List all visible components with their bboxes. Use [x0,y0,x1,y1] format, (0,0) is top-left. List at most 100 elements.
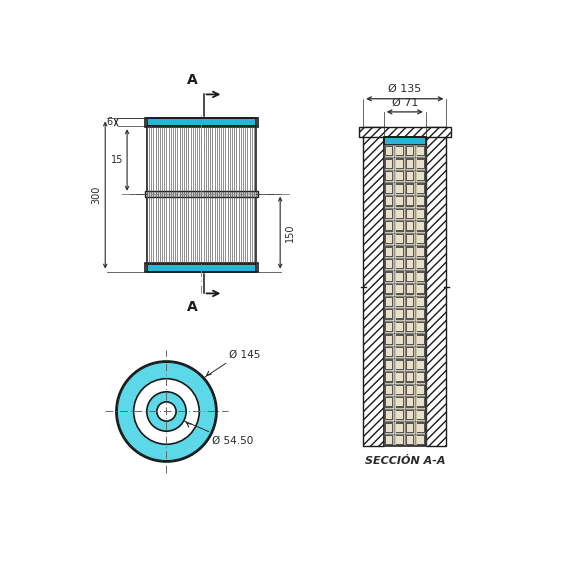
Bar [386,285,392,293]
Bar [396,348,403,356]
Bar [396,285,403,293]
Bar [395,259,403,269]
Bar [147,119,256,272]
Bar [385,247,393,257]
Bar [417,172,424,180]
Bar [407,285,413,293]
Bar [386,260,392,268]
Text: 15: 15 [111,155,124,165]
Bar [407,298,413,306]
Bar [396,373,403,381]
Bar [386,147,392,155]
Bar [416,410,424,420]
Bar [417,160,424,168]
Bar [407,248,413,256]
Bar [407,411,413,419]
Bar [396,172,403,180]
Circle shape [116,361,217,462]
Bar [386,411,392,419]
Bar [407,160,413,168]
Bar [417,348,424,356]
Bar [385,146,393,156]
Bar [396,323,403,331]
Text: 150: 150 [285,223,295,242]
Bar [395,158,403,169]
Bar [396,273,403,281]
Circle shape [133,379,199,444]
Bar [147,119,256,126]
Bar [406,208,414,219]
Bar [406,259,414,269]
Bar [385,423,393,433]
Bar [145,263,258,273]
Bar [417,336,424,344]
Bar [395,385,403,395]
Bar [395,208,403,219]
Bar [406,385,414,395]
Bar [416,296,424,307]
Bar [386,424,392,432]
Bar [395,309,403,320]
Bar [406,272,414,282]
Bar [396,223,403,231]
Bar [407,311,413,319]
Text: Ø 54.50: Ø 54.50 [212,436,253,446]
Bar [416,360,424,370]
Bar [395,372,403,383]
Bar [385,335,393,345]
Bar [407,210,413,218]
Bar [395,423,403,433]
Bar [385,158,393,169]
Bar [386,160,392,168]
Circle shape [147,392,186,431]
Bar [386,248,392,256]
Bar [359,127,451,137]
Bar [396,160,403,168]
Bar [416,347,424,357]
Bar [385,221,393,232]
Bar [406,309,414,320]
Bar [416,171,424,181]
Bar [406,183,414,194]
Text: 6: 6 [107,118,112,127]
Bar [417,298,424,306]
Bar [396,411,403,419]
Bar [396,424,403,432]
Bar [385,347,393,357]
Bar [386,172,392,180]
Bar [407,260,413,268]
Bar [396,298,403,306]
Bar [386,373,392,381]
Bar [417,147,424,155]
Bar [395,221,403,232]
Bar [386,361,392,369]
Bar [417,398,424,407]
Bar [396,398,403,407]
Bar [385,208,393,219]
Bar [395,296,403,307]
Bar [417,361,424,369]
Bar [145,191,258,197]
Bar [407,436,413,444]
Bar [406,435,414,445]
Bar [384,137,426,446]
Bar [385,321,393,332]
Bar [417,386,424,394]
Bar [386,273,392,281]
Bar [407,197,413,205]
Bar [417,235,424,243]
Bar [407,172,413,180]
Bar [385,385,393,395]
Bar [384,145,426,446]
Bar [417,248,424,256]
Bar [147,264,256,272]
Bar [416,208,424,219]
Bar [407,185,413,193]
Bar [407,398,413,407]
Bar [406,347,414,357]
Bar [385,410,393,420]
Bar [407,223,413,231]
Bar [407,323,413,331]
Bar [417,373,424,381]
Bar [386,197,392,205]
